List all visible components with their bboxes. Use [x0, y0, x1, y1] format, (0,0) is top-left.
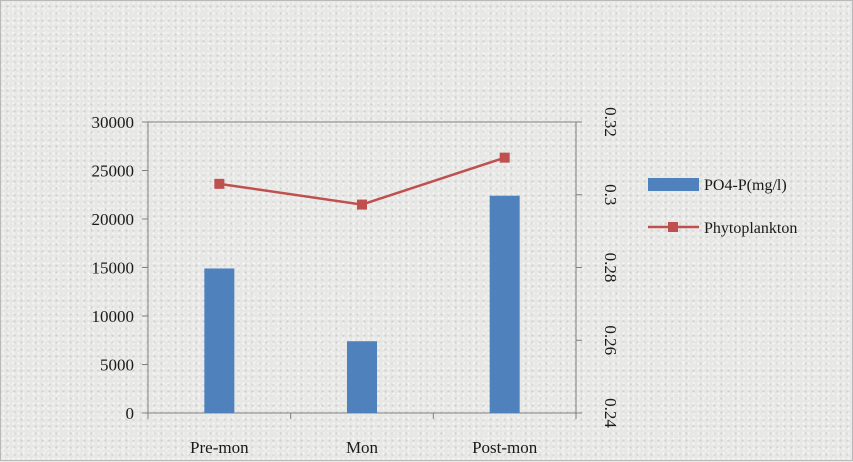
legend: PO4-P(mg/l) Phytoplankton — [648, 177, 797, 237]
x-axis-category-label: Mon — [346, 438, 379, 457]
bars-layer — [204, 195, 520, 413]
legend-marker-phytoplankton — [668, 222, 678, 232]
phytoplankton-line — [219, 156, 506, 206]
left-axis-tick-label: 0 — [126, 404, 135, 423]
left-axis-tick-label: 30000 — [92, 113, 135, 132]
legend-swatch-po4 — [648, 178, 699, 191]
right-axis-tick-label: 0.28 — [601, 253, 620, 283]
x-axis-category-label: Post-mon — [472, 438, 538, 457]
phytoplankton-marker-pre-mon — [214, 178, 225, 189]
right-axis-tick-label: 0.26 — [601, 325, 620, 355]
bar-post-mon — [489, 195, 520, 413]
bar-mon — [347, 341, 377, 413]
right-axis-tick-label: 0.32 — [601, 107, 620, 137]
legend-label-phytoplankton: Phytoplankton — [704, 220, 797, 237]
legend-label-po4: PO4-P(mg/l) — [704, 177, 787, 194]
right-axis-tick-label: 0.3 — [601, 184, 620, 205]
phytoplankton-marker-post-mon — [499, 152, 510, 163]
left-axis-tick-label: 10000 — [92, 307, 135, 326]
right-axis-tick-label: 0.24 — [601, 398, 620, 428]
x-axis-category-label: Pre-mon — [190, 438, 249, 457]
left-axis-tick-label: 5000 — [100, 356, 134, 375]
line-layer — [214, 152, 510, 210]
axes-layer: 0 5000 10000 15000 20000 25000 30000 0.24 0.26 0.… — [92, 107, 621, 457]
left-axis-tick-label: 15000 — [92, 259, 135, 278]
left-axis-tick-label: 25000 — [92, 162, 135, 181]
left-axis-tick-label: 20000 — [92, 210, 135, 229]
bar-pre-mon — [204, 268, 235, 413]
phytoplankton-marker-mon — [357, 199, 367, 210]
